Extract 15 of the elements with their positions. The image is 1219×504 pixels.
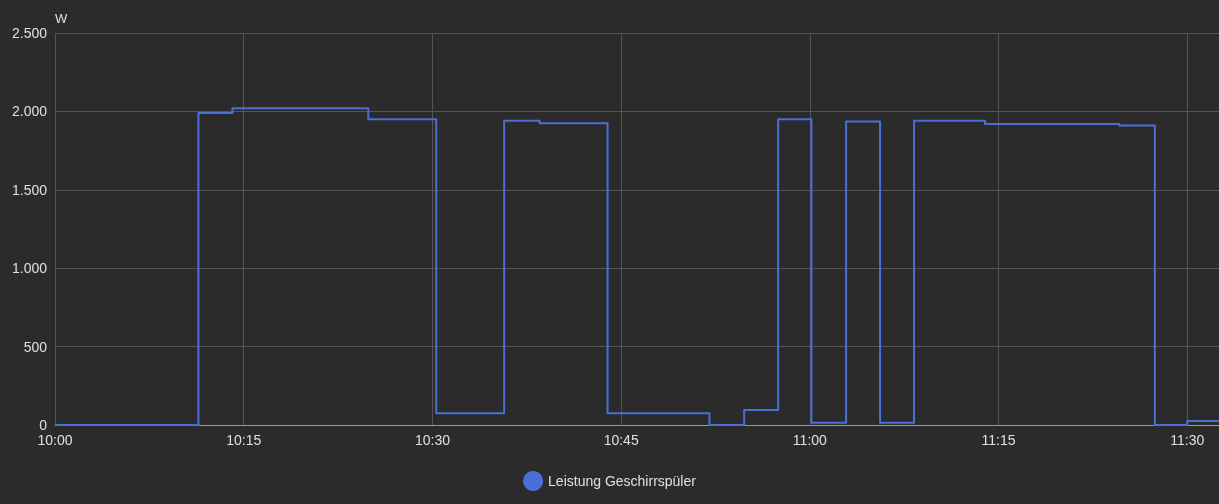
y-tick-label: 1.500 bbox=[11, 181, 48, 198]
y-tick-label: 2.000 bbox=[11, 103, 48, 120]
y-tick-label: 1.000 bbox=[11, 260, 48, 277]
x-tick-label: 11:15 bbox=[981, 432, 1016, 448]
x-tick-label: 11:30 bbox=[1170, 432, 1205, 448]
x-tick-label: 10:00 bbox=[37, 432, 73, 448]
legend-label: Leistung Geschirrspüler bbox=[548, 473, 697, 489]
y-axis-title: W bbox=[55, 11, 68, 26]
x-tick-label: 10:45 bbox=[603, 432, 639, 448]
y-tick-label: 2.500 bbox=[11, 25, 48, 41]
x-tick-label: 10:15 bbox=[226, 432, 262, 448]
y-tick-label: 0 bbox=[39, 417, 48, 433]
x-tick-label: 10:30 bbox=[414, 432, 451, 448]
x-tick-label: 11:00 bbox=[792, 432, 828, 448]
y-tick-label: 500 bbox=[23, 338, 48, 355]
